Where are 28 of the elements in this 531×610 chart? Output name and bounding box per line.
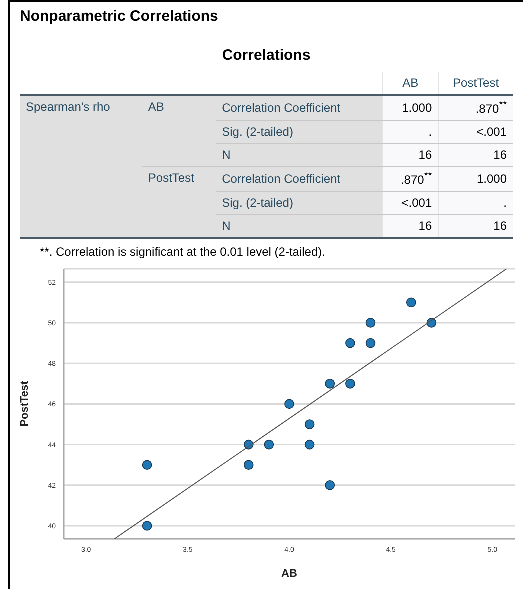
text: 16 (494, 219, 507, 233)
text: .870$^{**}$ (476, 100, 507, 116)
text: Nonparametric Correlations (20, 8, 220, 25)
text: .870$^{**}$ (400, 171, 432, 187)
text: Sig. (2-tailed) (216, 192, 383, 214)
text: 1.000 (476, 172, 507, 186)
text: **. Correlation is significant at the 0.01 level (2-tailed). (40, 245, 326, 259)
text: AB (142, 95, 216, 166)
x-axis-title: AB (282, 568, 298, 580)
y-axis-title: PostTest (18, 380, 31, 427)
text: 16 (418, 148, 432, 162)
text: Sig. (2-tailed) (216, 120, 383, 144)
text: <.001 (402, 196, 432, 210)
category-label: AB (382, 72, 439, 95)
text: <.001 (476, 125, 507, 139)
text: 16 (418, 219, 432, 233)
text: N (216, 214, 383, 238)
text: PostTest (142, 166, 216, 238)
text: 16 (494, 148, 507, 162)
text: 1.000 (402, 101, 432, 115)
text: Correlations (221, 47, 312, 64)
category-label: PostTest (438, 72, 513, 95)
text: Correlation Coefficient (216, 95, 383, 120)
text: Correlation Coefficient (216, 166, 383, 192)
text: N (216, 144, 383, 166)
text: Spearman's rho (20, 95, 142, 238)
text: . (428, 125, 432, 139)
text: . (504, 196, 507, 210)
